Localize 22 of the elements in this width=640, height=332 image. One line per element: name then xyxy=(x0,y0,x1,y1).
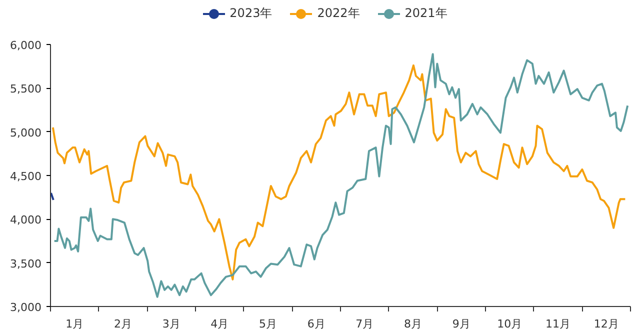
y-tick-label: 5,500 xyxy=(10,82,42,96)
x-tick-label: 8月 xyxy=(404,318,422,330)
y-tick-label: 4,500 xyxy=(10,170,42,183)
y-tick-label: 4,000 xyxy=(10,214,42,227)
x-tick-label: 5月 xyxy=(259,318,277,330)
x-tick-label: 7月 xyxy=(356,318,374,330)
legend-label: 2021年 xyxy=(404,5,448,22)
y-tick-label: 3,000 xyxy=(10,301,42,314)
x-tick-label: 9月 xyxy=(452,318,470,330)
x-tick-label: 10月 xyxy=(497,318,522,330)
x-tick-label: 2月 xyxy=(114,318,132,330)
x-tick-label: 12月 xyxy=(594,318,619,330)
x-tick-label: 3月 xyxy=(162,318,180,330)
y-tick-label: 6,000 xyxy=(10,39,42,52)
x-tick-label: 1月 xyxy=(66,318,84,330)
y-tick-label: 5,000 xyxy=(10,126,42,140)
legend-label: 2022年 xyxy=(317,5,360,22)
y-tick-label: 3,500 xyxy=(10,257,42,270)
x-tick-label: 4月 xyxy=(210,318,229,330)
x-tick-label: 11月 xyxy=(546,318,570,330)
x-tick-label: 6月 xyxy=(307,318,326,330)
legend-label: 2023年 xyxy=(230,5,272,22)
